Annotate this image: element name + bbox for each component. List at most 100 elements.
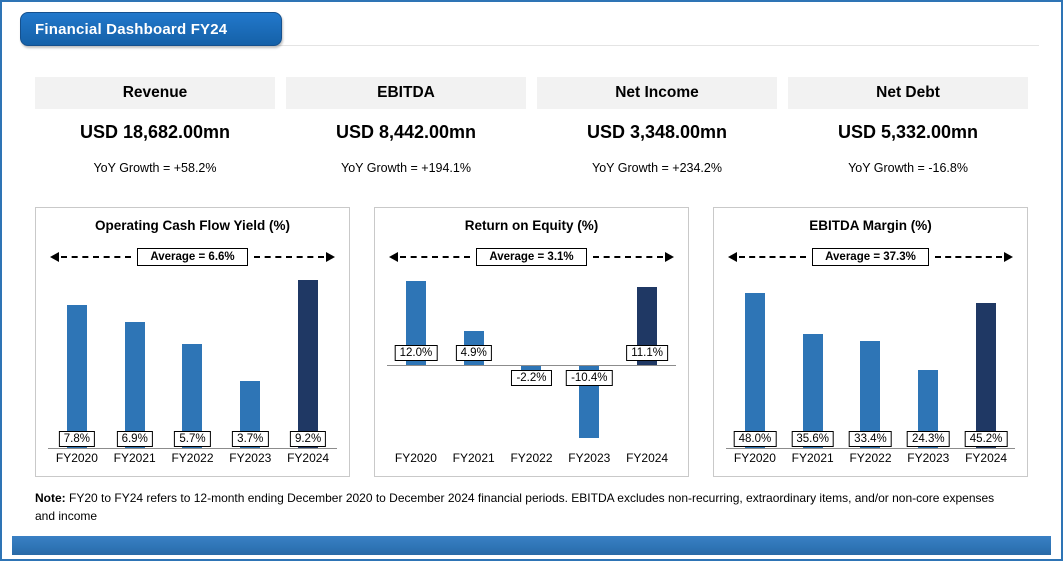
- category-axis: FY2020 FY2021 FY2022 FY2023 FY2024: [48, 451, 337, 465]
- kpi-label: EBITDA: [286, 77, 526, 109]
- x-axis-category-label: FY2024: [626, 451, 669, 465]
- kpi-row: Revenue USD 18,682.00mn YoY Growth = +58…: [35, 77, 1028, 181]
- x-axis-category-label: FY2022: [849, 451, 892, 465]
- x-axis-category-label: FY2021: [791, 451, 834, 465]
- bar-value-label: 11.1%: [626, 345, 668, 361]
- chart-panel-ebitda-margin: EBITDA Margin (%) Average = 37.3% 48.0% 3…: [713, 207, 1028, 477]
- bar-FY2024: [298, 279, 319, 449]
- kpi-growth: YoY Growth = +194.1%: [341, 161, 471, 175]
- footnote-prefix: Note:: [35, 491, 66, 505]
- bar-column-FY2022: 33.4%: [842, 274, 900, 449]
- chart-panel-operating-cash-flow-yield: Operating Cash Flow Yield (%) Average = …: [35, 207, 350, 477]
- x-axis-category-label: FY2023: [907, 451, 950, 465]
- bar-column-FY2021: 4.9%: [445, 274, 503, 449]
- kpi-label: Net Income: [537, 77, 777, 109]
- dashed-line: [61, 256, 132, 258]
- bar-column-FY2023: -10.4%: [560, 274, 618, 449]
- bar-value-label: 12.0%: [394, 345, 438, 361]
- x-axis-category-label: FY2020: [733, 451, 776, 465]
- bar-column-FY2023: 3.7%: [221, 274, 279, 449]
- kpi-card-revenue: Revenue USD 18,682.00mn YoY Growth = +58…: [35, 77, 275, 181]
- bar-value-label: 3.7%: [232, 431, 269, 447]
- bar-column-FY2024: 9.2%: [279, 274, 337, 449]
- bar-value-label: 48.0%: [733, 431, 777, 447]
- kpi-value: USD 3,348.00mn: [586, 121, 728, 142]
- dashed-line: [253, 256, 324, 258]
- bar-value-label: -10.4%: [566, 370, 613, 386]
- bar-FY2021: [124, 321, 145, 449]
- left-arrow-icon: [389, 252, 398, 262]
- kpi-label: Net Debt: [788, 77, 1028, 109]
- bar-value-label: -2.2%: [511, 370, 552, 386]
- bar-FY2022: [182, 344, 203, 449]
- bar-column-FY2020: 12.0%: [387, 274, 445, 449]
- chart-title: EBITDA Margin (%): [809, 218, 932, 233]
- kpi-value: USD 18,682.00mn: [79, 121, 231, 142]
- right-arrow-icon: [665, 252, 674, 262]
- bar-FY2020: [405, 281, 426, 365]
- plot-area: 12.0% 4.9% -2.2% -10.4% 11.1%: [387, 274, 676, 449]
- bar-value-label: 4.9%: [455, 345, 492, 361]
- title-banner: Financial Dashboard FY24: [20, 12, 282, 46]
- x-axis-category-label: FY2023: [229, 451, 272, 465]
- x-axis-category-label: FY2021: [452, 451, 495, 465]
- charts-row: Operating Cash Flow Yield (%) Average = …: [35, 207, 1028, 477]
- bar-column-FY2024: 11.1%: [618, 274, 676, 449]
- bar-value-label: 5.7%: [174, 431, 211, 447]
- kpi-label: Revenue: [35, 77, 275, 109]
- plot-area: 48.0% 35.6% 33.4% 24.3% 45.2%: [726, 274, 1015, 449]
- kpi-value: USD 8,442.00mn: [335, 121, 477, 142]
- dashed-line: [739, 256, 807, 258]
- x-axis-category-label: FY2023: [568, 451, 611, 465]
- footnote-text: FY20 to FY24 refers to 12-month ending D…: [35, 491, 995, 523]
- right-arrow-icon: [1004, 252, 1013, 262]
- x-axis-category-label: FY2020: [394, 451, 437, 465]
- bar-column-FY2022: -2.2%: [503, 274, 561, 449]
- category-axis: FY2020 FY2021 FY2022 FY2023 FY2024: [726, 451, 1015, 465]
- x-axis-category-label: FY2021: [113, 451, 156, 465]
- x-axis-line: [726, 448, 1015, 449]
- kpi-card-net-income: Net Income USD 3,348.00mn YoY Growth = +…: [537, 77, 777, 181]
- bar-value-label: 9.2%: [289, 431, 327, 447]
- average-label: Average = 3.1%: [476, 248, 587, 266]
- bar-FY2021: [802, 333, 823, 449]
- bar-value-label: 35.6%: [791, 431, 834, 447]
- bar-column-FY2023: 24.3%: [899, 274, 957, 449]
- x-axis-category-label: FY2022: [171, 451, 214, 465]
- left-arrow-icon: [50, 252, 59, 262]
- bar-FY2020: [66, 305, 87, 449]
- plot-area: 7.8% 6.9% 5.7% 3.7% 9.2%: [48, 274, 337, 449]
- left-arrow-icon: [728, 252, 737, 262]
- average-annotation: Average = 6.6%: [50, 246, 335, 268]
- bar-value-label: 45.2%: [964, 431, 1008, 447]
- average-label: Average = 37.3%: [812, 248, 929, 266]
- average-annotation: Average = 37.3%: [728, 246, 1013, 268]
- kpi-growth: YoY Growth = +234.2%: [592, 161, 722, 175]
- page-title: Financial Dashboard FY24: [35, 20, 228, 38]
- chart-title: Operating Cash Flow Yield (%): [94, 218, 291, 233]
- x-axis-line: [387, 365, 676, 366]
- bar-column-FY2020: 7.8%: [48, 274, 106, 449]
- x-axis-category-label: FY2022: [510, 451, 553, 465]
- x-axis-category-label: FY2024: [965, 451, 1008, 465]
- kpi-card-ebitda: EBITDA USD 8,442.00mn YoY Growth = +194.…: [286, 77, 526, 181]
- average-annotation: Average = 3.1%: [389, 246, 674, 268]
- bar-value-label: 7.8%: [58, 431, 95, 447]
- chart-panel-return-on-equity: Return on Equity (%) Average = 3.1% 12.0…: [374, 207, 689, 477]
- x-axis-category-label: FY2020: [55, 451, 98, 465]
- bar-FY2022: [860, 340, 881, 449]
- header-divider-line: [24, 45, 1039, 46]
- bar-column-FY2020: 48.0%: [726, 274, 784, 449]
- bar-column-FY2021: 35.6%: [784, 274, 842, 449]
- dashed-line: [592, 256, 663, 258]
- bar-column-FY2024: 45.2%: [957, 274, 1015, 449]
- bar-column-FY2021: 6.9%: [106, 274, 164, 449]
- bar-FY2024: [976, 302, 997, 449]
- bottom-accent-bar: [12, 536, 1051, 555]
- bar-value-label: 24.3%: [906, 431, 950, 447]
- x-axis-line: [48, 448, 337, 449]
- kpi-value: USD 5,332.00mn: [837, 121, 979, 142]
- dashed-line: [400, 256, 471, 258]
- bar-FY2023: [918, 370, 939, 449]
